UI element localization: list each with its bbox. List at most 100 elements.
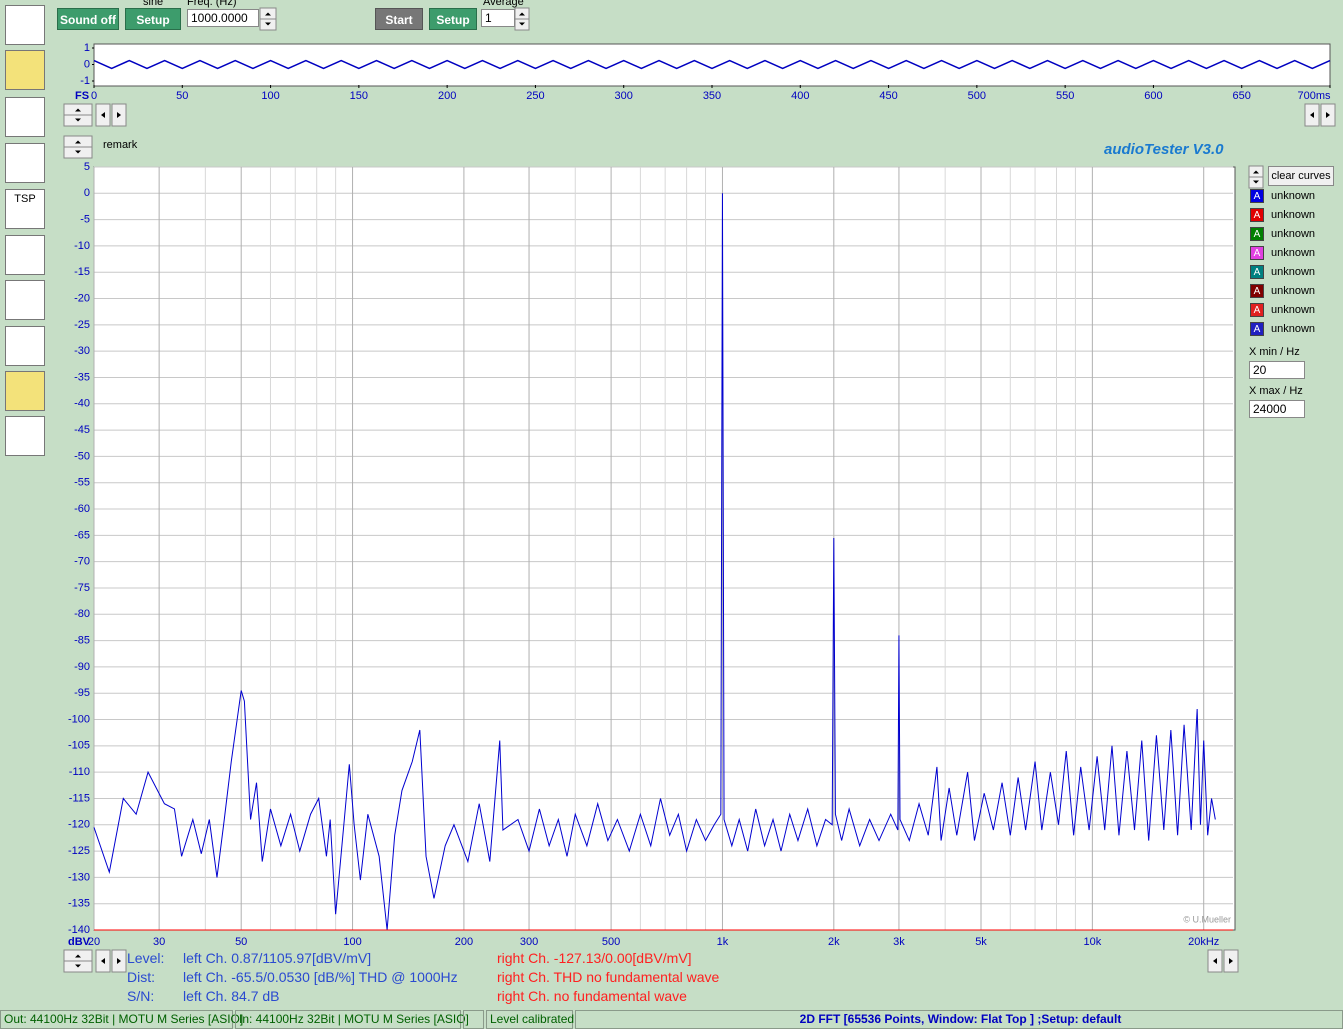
y-tick-label: -75 bbox=[74, 582, 90, 594]
freq-label: Freq. (Hz) bbox=[187, 0, 237, 8]
curve-label: unknown bbox=[1271, 285, 1316, 297]
y-tick-label: -105 bbox=[68, 740, 90, 752]
y-tick-label: -5 bbox=[80, 214, 90, 226]
spin-arrow bbox=[1229, 958, 1233, 964]
info-right: right Ch. no fundamental wave bbox=[497, 988, 687, 1004]
x-tick-label: 5k bbox=[975, 936, 987, 948]
spin-arrow bbox=[117, 112, 121, 118]
plot-area bbox=[93, 166, 1236, 931]
tool-icon[interactable] bbox=[5, 326, 45, 366]
spin-arrow bbox=[1213, 958, 1217, 964]
curve-label: unknown bbox=[1271, 209, 1316, 221]
y-tick-label: -35 bbox=[74, 371, 90, 383]
x-tick-label: 150 bbox=[350, 90, 368, 102]
xmin-input[interactable]: 20 bbox=[1249, 361, 1305, 379]
x-tick-label: 200 bbox=[455, 936, 473, 948]
status-out: Out: 44100Hz 32Bit | MOTU M Series [ASIO… bbox=[0, 1010, 243, 1029]
x-tick-label: 2k bbox=[828, 936, 840, 948]
curve-label: unknown bbox=[1271, 323, 1316, 335]
curve-icon[interactable]: A bbox=[1250, 189, 1264, 203]
tool-icon[interactable] bbox=[5, 50, 45, 90]
y-axis-label: FS bbox=[75, 90, 89, 102]
info-left: left Ch. -65.5/0.0530 [dB/%] THD @ 1000H… bbox=[183, 969, 458, 985]
y-tick-label: -85 bbox=[74, 634, 90, 646]
tool-icon[interactable] bbox=[5, 280, 45, 320]
average-input[interactable]: 1 bbox=[481, 9, 515, 27]
y-tick-label: -115 bbox=[69, 792, 90, 804]
y-tick-label: -55 bbox=[74, 477, 90, 489]
series-line bbox=[93, 59, 1331, 70]
x-tick-label: 500 bbox=[602, 936, 620, 948]
y-tick-label: -15 bbox=[74, 266, 90, 278]
series-line bbox=[93, 193, 1216, 931]
y-axis-label: dBV bbox=[68, 936, 91, 948]
info-left: left Ch. 0.87/1105.97[dBV/mV] bbox=[183, 950, 372, 966]
tool-icon[interactable] bbox=[5, 5, 45, 45]
setup-button[interactable]: Setup bbox=[429, 8, 477, 30]
y-tick-label: 5 bbox=[84, 161, 90, 173]
y-tick-label: -70 bbox=[74, 556, 90, 568]
y-tick-label: -50 bbox=[74, 450, 90, 462]
status-mode: 2D FFT [65536 Points, Window: Flat Top ]… bbox=[575, 1010, 1343, 1029]
x-tick-label: 0 bbox=[91, 90, 97, 102]
xmax-input[interactable]: 24000 bbox=[1249, 400, 1305, 418]
curve-label: unknown bbox=[1271, 247, 1316, 259]
spin-arrow bbox=[265, 12, 271, 16]
spin-arrow bbox=[1310, 112, 1314, 118]
spin-arrow bbox=[75, 150, 81, 154]
curve-icon[interactable]: A bbox=[1250, 265, 1264, 279]
info-left: left Ch. 84.7 dB bbox=[183, 988, 280, 1004]
tool-icon[interactable]: TSP bbox=[5, 189, 45, 229]
x-tick-label: 3k bbox=[893, 936, 905, 948]
tool-icon[interactable] bbox=[5, 371, 45, 411]
curve-icon[interactable]: A bbox=[1250, 322, 1264, 336]
tool-icon[interactable] bbox=[5, 143, 45, 183]
x-tick-label: 50 bbox=[235, 936, 247, 948]
y-tick-label: -25 bbox=[74, 319, 90, 331]
setup-button[interactable]: Setup bbox=[125, 8, 181, 30]
x-tick-label: 450 bbox=[879, 90, 897, 102]
info-right: right Ch. -127.13/0.00[dBV/mV] bbox=[497, 950, 692, 966]
tool-icon[interactable] bbox=[5, 97, 45, 137]
x-tick-label: 20kHz bbox=[1188, 936, 1219, 948]
x-tick-label: 400 bbox=[791, 90, 809, 102]
copyright: © U.Mueller bbox=[1183, 914, 1231, 924]
remark: remark bbox=[103, 139, 138, 151]
tool-icon[interactable] bbox=[5, 416, 45, 456]
x-tick-label: 100 bbox=[343, 936, 361, 948]
y-tick-label: -10 bbox=[74, 240, 90, 252]
x-tick-label: 20 bbox=[88, 936, 100, 948]
app-title: audioTester V3.0 bbox=[1104, 141, 1224, 158]
tool-icon[interactable] bbox=[5, 235, 45, 275]
info-label: Level: bbox=[127, 950, 165, 966]
y-tick-label: 0 bbox=[84, 58, 90, 70]
curve-icon[interactable]: A bbox=[1250, 227, 1264, 241]
start-button[interactable]: Start bbox=[375, 8, 423, 30]
spin-arrow bbox=[75, 108, 81, 112]
y-tick-label: -1 bbox=[80, 75, 90, 87]
y-tick-label: -95 bbox=[74, 687, 90, 699]
x-tick-label: 1k bbox=[717, 936, 729, 948]
curve-icon[interactable]: A bbox=[1250, 208, 1264, 222]
sound-button[interactable]: Sound off bbox=[57, 8, 119, 30]
xmin-label: X min / Hz bbox=[1249, 346, 1300, 358]
curve-icon[interactable]: A bbox=[1250, 284, 1264, 298]
curve-icon[interactable]: A bbox=[1250, 246, 1264, 260]
info-right: right Ch. THD no fundamental wave bbox=[497, 969, 720, 985]
y-tick-label: 1 bbox=[84, 42, 90, 54]
y-tick-label: -80 bbox=[74, 608, 90, 620]
status-calibration: Level calibrated bbox=[486, 1010, 574, 1029]
x-tick-label: 350 bbox=[703, 90, 721, 102]
clear-curves-button[interactable]: clear curves bbox=[1268, 166, 1334, 186]
spin-arrow bbox=[265, 22, 271, 26]
spin-arrow bbox=[1253, 180, 1259, 184]
y-tick-label: -60 bbox=[74, 503, 90, 515]
curve-icon[interactable]: A bbox=[1250, 303, 1264, 317]
freq-input[interactable]: 1000.0000 bbox=[187, 9, 259, 27]
spin-arrow bbox=[519, 22, 525, 26]
spin-arrow bbox=[101, 112, 105, 118]
spin-arrow bbox=[117, 958, 121, 964]
x-tick-label: 300 bbox=[615, 90, 633, 102]
